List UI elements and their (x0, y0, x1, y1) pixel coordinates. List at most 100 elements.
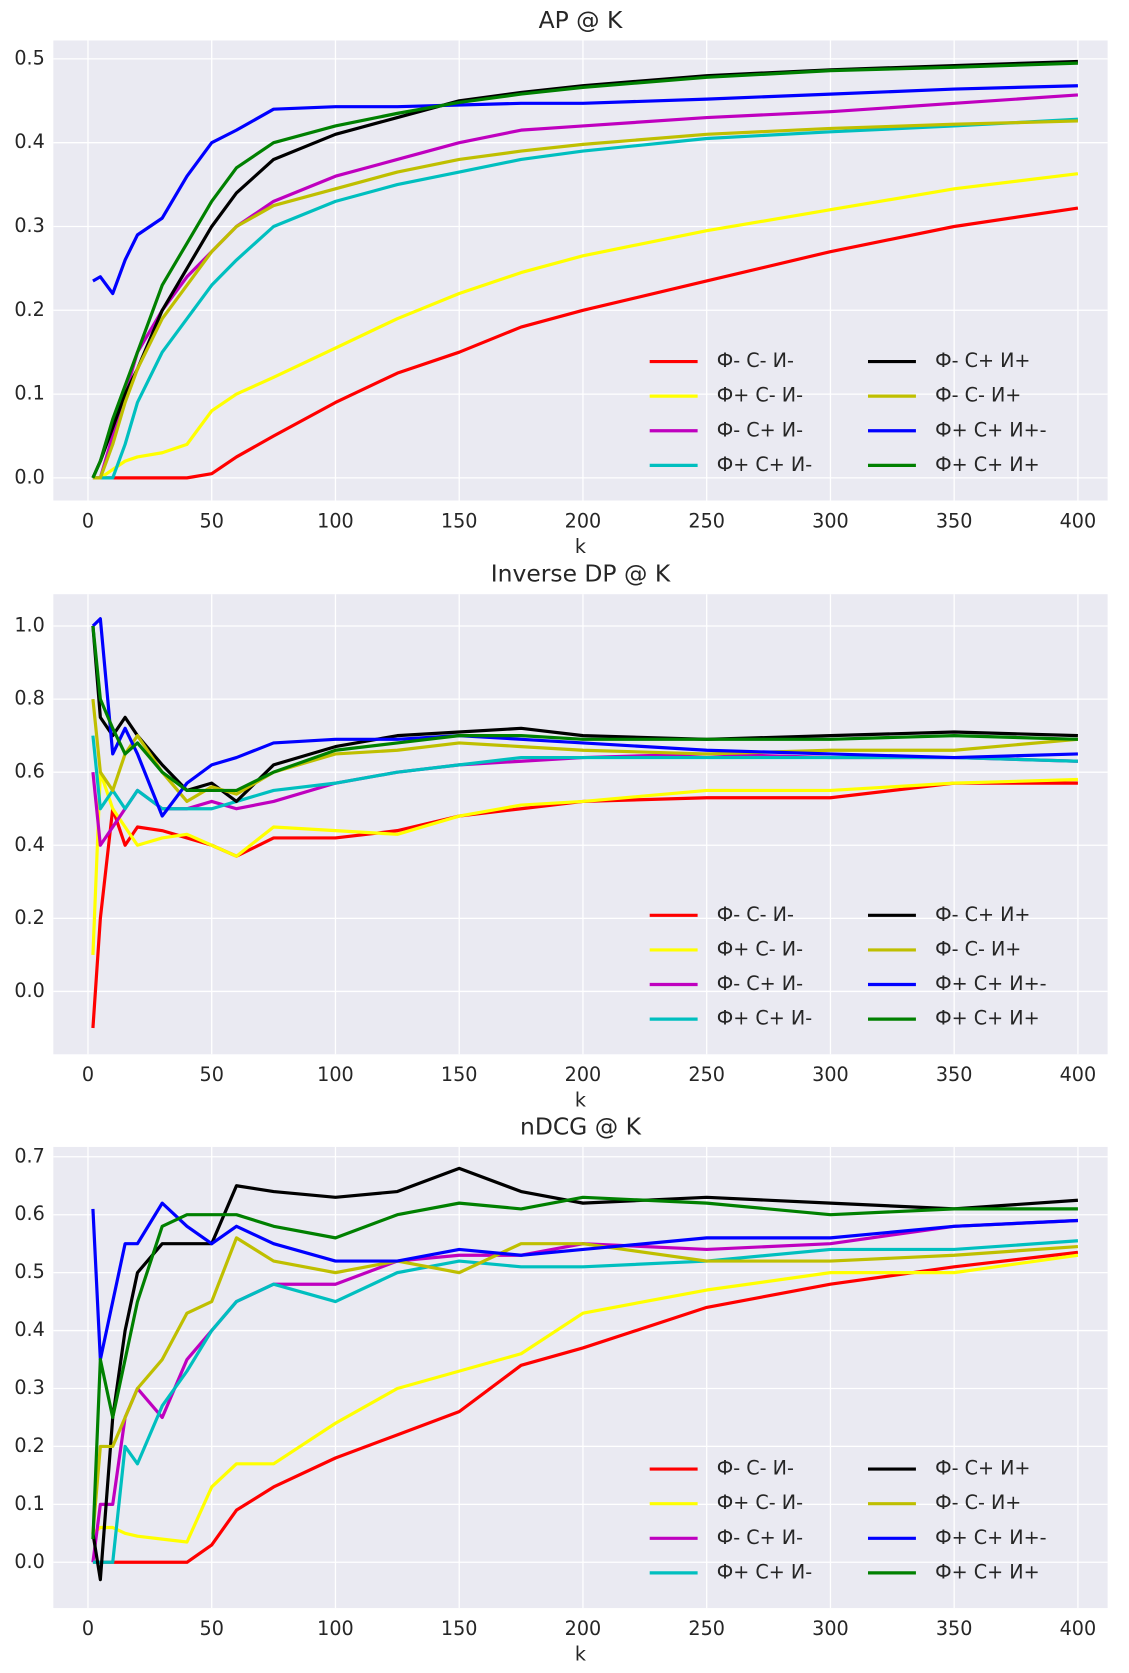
legend-label: Ф- С+ И- (717, 1526, 803, 1549)
legend-label: Ф+ С- И- (717, 384, 803, 407)
x-tick-label: 300 (812, 1063, 849, 1086)
x-tick-label: 150 (441, 509, 478, 532)
y-tick-label: 0.2 (14, 1434, 44, 1457)
x-tick-label: 350 (936, 1063, 973, 1086)
x-tick-label: 0 (82, 509, 94, 532)
series-line (91, 1201, 1078, 1362)
x-tick-label: 50 (200, 1617, 224, 1640)
x-axis-label: k (575, 535, 587, 558)
x-tick-label: 150 (441, 1063, 478, 1086)
series-line (92, 172, 1079, 480)
x-tick-label: 200 (565, 1617, 602, 1640)
x-tick-label: 100 (317, 1063, 354, 1086)
x-tick-label: 250 (688, 509, 725, 532)
legend-label: Ф- С- И- (717, 1457, 794, 1480)
legend-label: Ф+ С+ И- (717, 453, 812, 476)
series-line (92, 119, 1078, 480)
x-tick-label: 400 (1060, 1063, 1097, 1086)
y-tick-label: 0.1 (14, 1492, 44, 1515)
plot-background (53, 594, 1108, 1055)
x-tick-label: 150 (441, 1617, 478, 1640)
legend-label: Ф+ С+ И- (717, 1560, 812, 1583)
x-tick-label: 50 (200, 509, 224, 532)
legend-label: Ф+ С+ И+- (935, 972, 1046, 995)
chart-title: Inverse DP @ K (491, 560, 671, 588)
x-axis-label: k (575, 1089, 587, 1112)
legend-label: Ф+ С+ И+- (935, 418, 1046, 441)
x-tick-label: 400 (1060, 509, 1097, 532)
legend-label: Ф+ С- И- (717, 1491, 803, 1514)
plot-background (53, 40, 1108, 501)
y-tick-label: 0.2 (14, 906, 44, 929)
x-tick-label: 0 (82, 1063, 94, 1086)
y-tick-label: 0.6 (14, 1202, 44, 1225)
series-line (91, 625, 1078, 793)
x-tick-label: 200 (565, 509, 602, 532)
y-tick-label: 0.5 (14, 46, 44, 69)
legend-label: Ф- С- И- (717, 903, 794, 926)
series-line (92, 84, 1078, 296)
series-line (91, 61, 1078, 479)
legend-label: Ф+ С- И- (717, 937, 803, 960)
series-line (92, 117, 1078, 480)
legend-label: Ф- С+ И- (717, 972, 803, 995)
x-tick-label: 0 (82, 1617, 94, 1640)
x-tick-label: 50 (200, 1063, 224, 1086)
x-tick-label: 350 (936, 509, 973, 532)
x-tick-label: 300 (812, 509, 849, 532)
legend-label: Ф- С- И+ (935, 384, 1021, 407)
y-tick-label: 1.0 (14, 614, 44, 637)
series-line (91, 617, 1078, 818)
plot-background (53, 1146, 1108, 1609)
y-tick-label: 0.7 (14, 1144, 44, 1167)
chart-title: nDCG @ K (520, 1112, 642, 1140)
legend-label: Ф+ С+ И+ (935, 1560, 1040, 1583)
x-tick-label: 400 (1060, 1617, 1097, 1640)
series-line (91, 1253, 1079, 1544)
legend-label: Ф+ С+ И+ (935, 1007, 1040, 1030)
legend-label: Ф- С+ И+ (935, 349, 1030, 372)
series-line (91, 1236, 1079, 1534)
x-tick-label: 200 (565, 1063, 602, 1086)
legend-label: Ф- С+ И+ (935, 903, 1030, 926)
legend-label: Ф- С+ И+ (935, 1457, 1030, 1480)
series-line (91, 735, 1078, 811)
y-tick-label: 0.4 (14, 833, 44, 856)
legend-label: Ф+ С+ И+ (935, 453, 1040, 476)
y-tick-label: 0.2 (14, 298, 44, 321)
y-tick-label: 0.4 (14, 1318, 44, 1341)
legend-label: Ф- С- И+ (935, 937, 1021, 960)
series-line (91, 1166, 1079, 1582)
y-tick-label: 0.4 (14, 130, 44, 153)
y-tick-label: 0.5 (14, 1260, 44, 1283)
x-tick-label: 250 (688, 1063, 725, 1086)
x-tick-label: 250 (688, 1617, 725, 1640)
legend-label: Ф+ С+ И+- (935, 1526, 1046, 1549)
y-tick-label: 0.6 (14, 760, 44, 783)
x-tick-label: 350 (936, 1617, 973, 1640)
y-tick-label: 0.0 (14, 979, 44, 1002)
y-tick-label: 0.0 (14, 1550, 44, 1573)
x-tick-label: 100 (317, 509, 354, 532)
legend-label: Ф- С+ И- (717, 418, 803, 441)
legend-label: Ф- С- И- (717, 349, 794, 372)
series-line (91, 770, 1078, 955)
y-tick-label: 0.3 (14, 214, 44, 237)
x-tick-label: 100 (317, 1617, 354, 1640)
series-line (92, 1250, 1079, 1564)
y-tick-label: 0.8 (14, 687, 44, 710)
series-line (91, 781, 1078, 1029)
series-line (92, 206, 1079, 480)
y-tick-label: 0.1 (14, 382, 44, 405)
y-tick-label: 0.3 (14, 1376, 44, 1399)
x-axis-label: k (575, 1642, 587, 1665)
x-tick-label: 300 (812, 1617, 849, 1640)
series-line (91, 59, 1078, 479)
series-line (91, 1195, 1078, 1540)
chart-title: AP @ K (539, 6, 623, 34)
y-tick-label: 0.0 (14, 465, 44, 488)
legend-label: Ф- С- И+ (935, 1491, 1021, 1514)
legend-label: Ф+ С+ И- (717, 1007, 812, 1030)
